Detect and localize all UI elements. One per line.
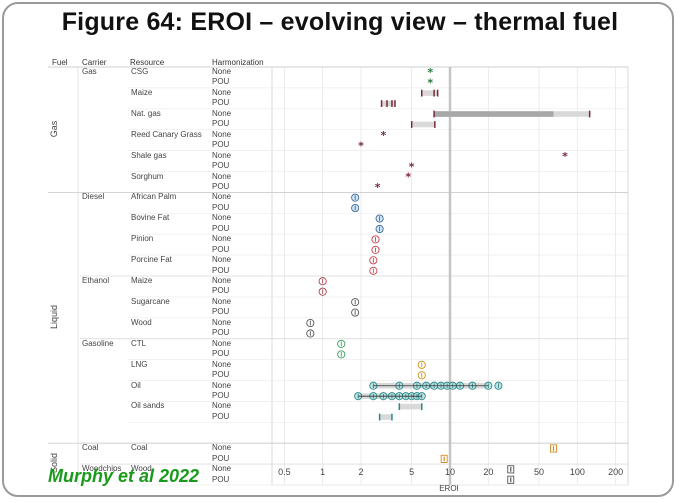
page-title: Figure 64: EROI – evolving view – therma…: [61, 8, 619, 36]
harmonization-label: None: [212, 108, 232, 118]
resource-label: Maize: [131, 276, 153, 285]
harmonization-label: None: [212, 150, 232, 160]
harmonization-label: POU: [212, 223, 230, 233]
carrier-label: Coal: [82, 443, 99, 453]
harmonization-label: None: [212, 401, 232, 411]
harmonization-label: None: [212, 317, 232, 327]
carrier-label: Diesel: [82, 192, 105, 202]
slide-frame: [2, 2, 674, 497]
range-bar: [379, 414, 392, 420]
range-bar-inner: [434, 111, 554, 117]
resource-label: African Palm: [131, 192, 177, 202]
harmonization-label: None: [212, 276, 232, 285]
resource-label: Sorghum: [131, 171, 164, 181]
x-axis-label: EROI: [439, 484, 459, 493]
star-marker: *: [375, 181, 381, 194]
harmonization-label: None: [212, 192, 232, 202]
carrier-label: Gasoline: [82, 338, 114, 348]
harmonization-label: POU: [212, 307, 230, 317]
x-tick-label: 20: [483, 467, 494, 477]
range-bar: [381, 100, 396, 107]
resource-label: Pinion: [131, 234, 154, 244]
resource-label: CTL: [131, 338, 147, 348]
resource-label: Maize: [131, 87, 153, 97]
x-tick-label: 1: [320, 467, 326, 477]
resource-label: LNG: [131, 359, 148, 369]
x-tick-label: 0.5: [278, 467, 291, 477]
harmonization-label: POU: [212, 265, 230, 275]
x-tick-label: 100: [569, 467, 585, 477]
x-tick-label: 10: [444, 467, 456, 477]
carrier-label: Ethanol: [82, 276, 110, 285]
resource-label: Oil sands: [131, 401, 165, 411]
resource-label: Oil: [131, 380, 141, 390]
star-marker: *: [409, 160, 415, 173]
header-resource: Resource: [130, 58, 165, 67]
harmonization-label: None: [212, 213, 232, 223]
harmonization-label: None: [212, 67, 232, 76]
harmonization-label: POU: [212, 328, 230, 338]
resource-label: CSG: [131, 67, 149, 76]
resource-label: Reed Canary Grass: [131, 129, 202, 139]
header-harmonization: Harmonization: [212, 58, 264, 67]
harmonization-label: None: [212, 255, 232, 265]
harmonization-label: POU: [212, 181, 230, 191]
credit-text: Murphy et al 2022: [48, 466, 200, 486]
harmonization-label: POU: [212, 161, 230, 171]
resource-label: Wood: [131, 464, 152, 474]
harmonization-label: None: [212, 443, 232, 453]
harmonization-label: None: [212, 359, 232, 369]
harmonization-label: POU: [212, 77, 230, 87]
star-marker: *: [427, 66, 433, 79]
carrier-label: Gas: [82, 67, 97, 76]
x-tick-label: 200: [608, 467, 624, 477]
harmonization-label: POU: [212, 370, 230, 380]
range-bar: [399, 403, 422, 410]
x-tick-label: 2: [358, 467, 364, 477]
harmonization-label: POU: [212, 286, 230, 296]
resource-label: Wood: [131, 317, 152, 327]
x-tick-label: 50: [533, 467, 545, 477]
harmonization-label: POU: [212, 411, 230, 421]
resource-label: Nat. gas: [131, 108, 161, 118]
star-marker: *: [405, 171, 411, 184]
star-marker: *: [562, 150, 568, 163]
range-bar: [411, 121, 435, 128]
resource-label: Porcine Fat: [131, 255, 172, 265]
resource-label: Coal: [131, 443, 148, 453]
star-marker: *: [427, 77, 433, 90]
harmonization-label: POU: [212, 244, 230, 254]
star-marker: *: [381, 129, 387, 142]
harmonization-label: None: [212, 171, 232, 181]
harmonization-label: None: [212, 338, 232, 348]
harmonization-label: POU: [212, 98, 230, 108]
star-marker: *: [358, 139, 364, 152]
harmonization-label: None: [212, 464, 232, 474]
harmonization-label: POU: [212, 140, 230, 150]
harmonization-label: None: [212, 234, 232, 244]
harmonization-label: POU: [212, 453, 230, 463]
carrier-label: Woodchips: [82, 464, 122, 474]
harmonization-label: None: [212, 87, 232, 97]
harmonization-label: POU: [212, 349, 230, 359]
harmonization-label: POU: [212, 390, 230, 400]
harmonization-label: None: [212, 380, 232, 390]
harmonization-label: None: [212, 296, 232, 306]
resource-label: Shale gas: [131, 150, 167, 160]
x-tick-label: 5: [409, 467, 415, 477]
harmonization-label: POU: [212, 119, 230, 129]
resource-label: Sugarcane: [131, 296, 170, 306]
harmonization-label: POU: [212, 202, 230, 212]
harmonization-label: POU: [212, 474, 230, 484]
header-fuel: Fuel: [52, 58, 68, 67]
header-carrier: Carrier: [82, 58, 107, 67]
resource-label: Bovine Fat: [131, 213, 170, 223]
harmonization-label: None: [212, 129, 232, 139]
range-bar: [421, 90, 438, 96]
